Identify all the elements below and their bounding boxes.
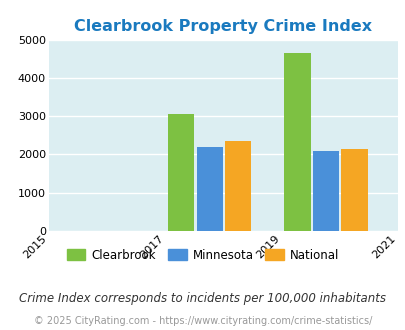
Legend: Clearbrook, Minnesota, National: Clearbrook, Minnesota, National (62, 244, 343, 266)
Bar (168, 114, 194, 231)
Bar (312, 150, 338, 231)
Bar (284, 53, 310, 231)
Text: © 2025 CityRating.com - https://www.cityrating.com/crime-statistics/: © 2025 CityRating.com - https://www.city… (34, 316, 371, 326)
Text: Crime Index corresponds to incidents per 100,000 inhabitants: Crime Index corresponds to incidents per… (19, 292, 386, 305)
Bar (341, 149, 367, 231)
Bar (196, 147, 222, 231)
Title: Clearbrook Property Crime Index: Clearbrook Property Crime Index (74, 19, 371, 34)
Bar (224, 141, 251, 231)
